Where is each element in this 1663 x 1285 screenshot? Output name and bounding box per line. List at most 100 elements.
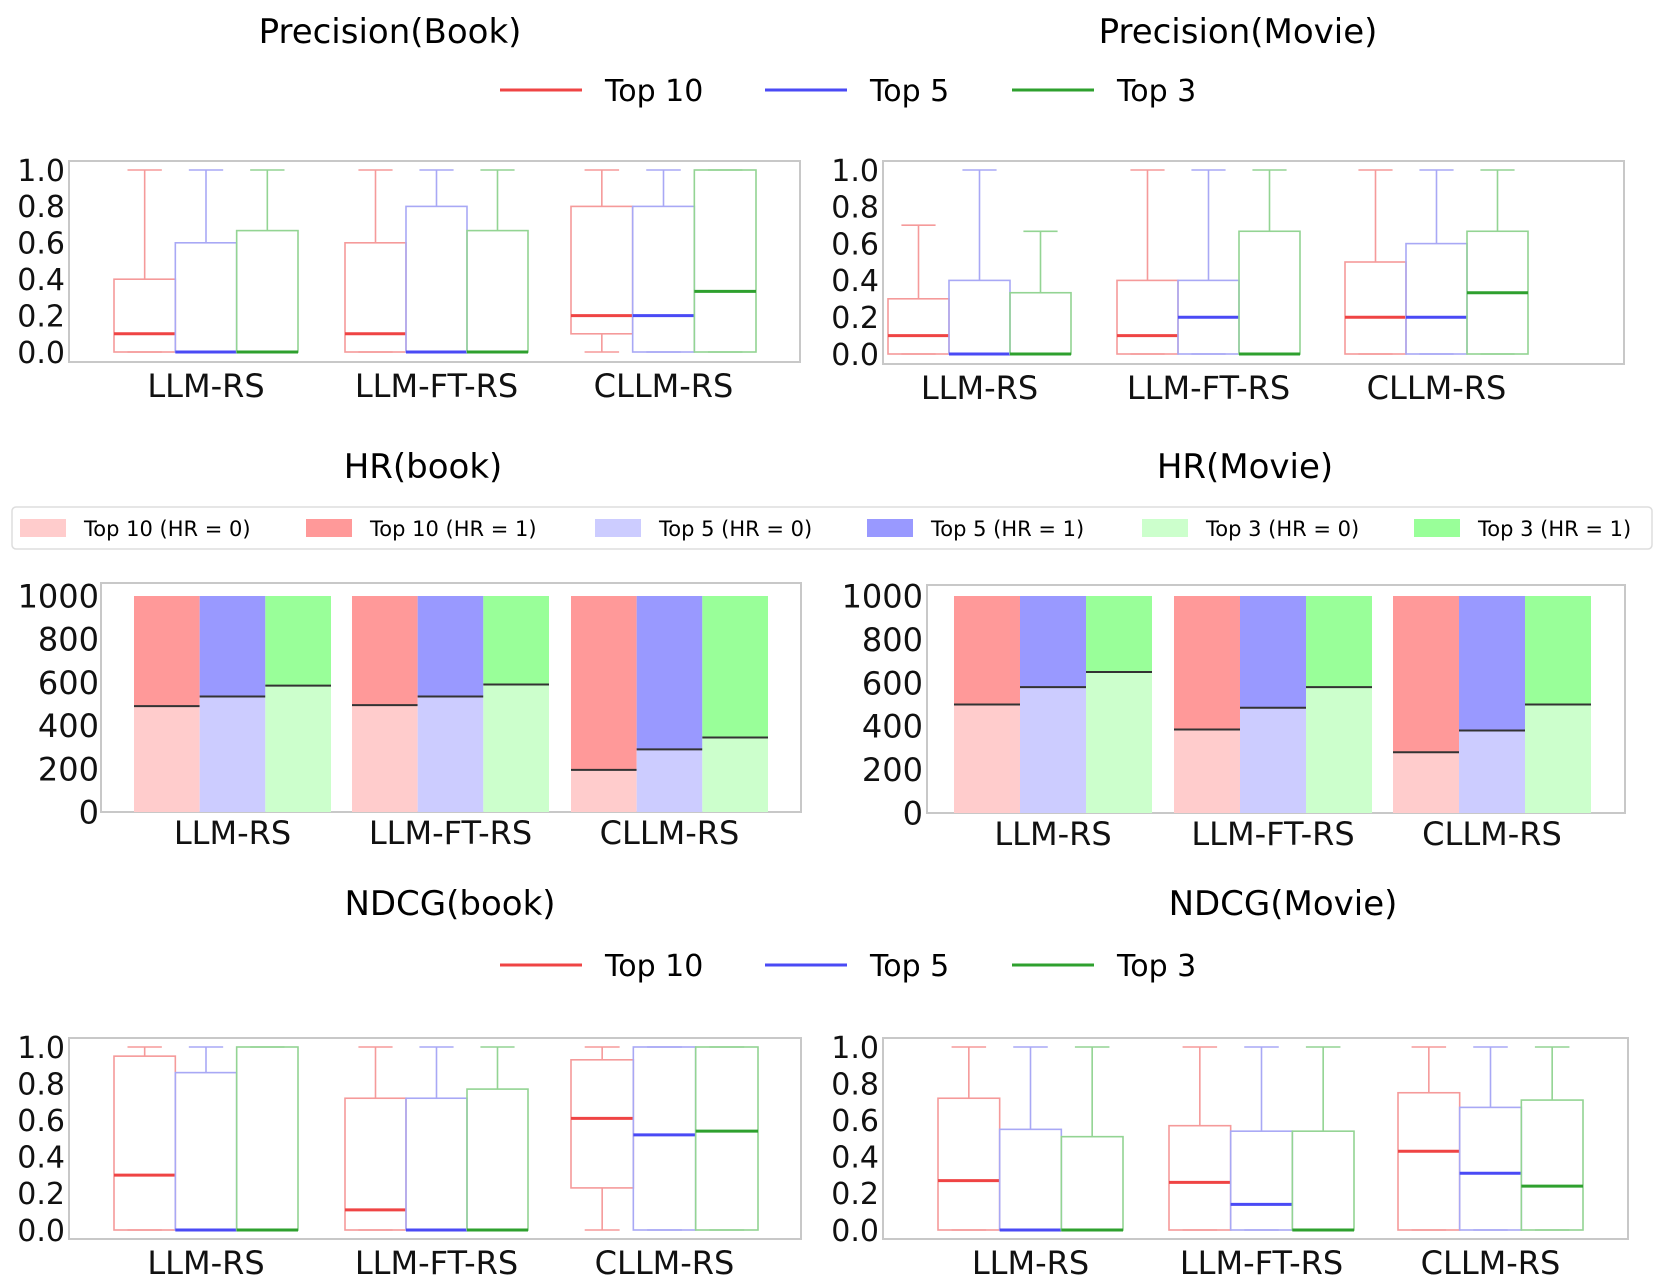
box-top5 — [1229, 1130, 1294, 1231]
box-top3 — [235, 1046, 299, 1231]
box-top10 — [344, 242, 407, 353]
legend-label-top10: Top 10 — [604, 74, 703, 109]
box-top10 — [887, 297, 950, 355]
bar-top5-hr1 — [1459, 596, 1525, 731]
y-tick-label: 0 — [903, 795, 923, 833]
box-top3 — [1291, 1130, 1355, 1231]
y-tick-label: 200 — [862, 751, 923, 789]
bar-top10-hr1 — [352, 596, 418, 706]
y-tick-label: 0.0 — [17, 1214, 65, 1249]
box-top10 — [1116, 279, 1179, 355]
box-top3 — [1060, 1135, 1124, 1231]
legend-swatch-top10-hr0 — [20, 519, 66, 537]
box-top3 — [235, 229, 299, 353]
bar-top5-hr0 — [636, 749, 703, 812]
legend-label-top5-hr1: Top 5 (HR = 1) — [930, 517, 1084, 541]
legend-label-top5: Top 5 — [869, 949, 949, 984]
x-tick-label: LLM-RS — [147, 1244, 264, 1282]
legend-precision: Top 10 Top 5 Top 3 — [500, 74, 1196, 109]
box-top5 — [405, 205, 468, 353]
legend-label-top10-hr1: Top 10 (HR = 1) — [369, 517, 537, 541]
title-precision-movie: Precision(Movie) — [1099, 12, 1378, 52]
bar-top5-hr0 — [1240, 707, 1306, 813]
y-tick-label: 0.0 — [831, 1214, 879, 1249]
y-tick-label: 0.4 — [831, 264, 879, 299]
bar-top10-hr0 — [571, 769, 637, 812]
y-tick-label: 0.8 — [17, 1067, 65, 1102]
box-top10 — [1344, 261, 1407, 355]
x-tick-label: CLLM-RS — [594, 367, 734, 405]
y-tick-label: 600 — [38, 664, 99, 702]
legend-label-top5-hr0: Top 5 (HR = 0) — [658, 517, 812, 541]
bar-top3-hr1 — [1525, 596, 1591, 705]
legend-hr-frame — [11, 506, 1653, 550]
x-tick-label: LLM-RS — [147, 367, 264, 405]
legend-swatch-top3-hr1 — [1414, 519, 1460, 537]
box-top10 — [113, 278, 177, 353]
box-top5 — [405, 1097, 468, 1231]
bar-top5-hr1 — [1020, 596, 1086, 688]
x-tick-label: LLM-FT-RS — [1127, 369, 1290, 407]
y-tick-label: 0.0 — [17, 336, 65, 371]
box-top3 — [693, 169, 757, 353]
box-top5 — [174, 242, 238, 353]
bar-top5-hr0 — [417, 696, 484, 812]
y-tick-label: 0.6 — [831, 227, 879, 262]
y-tick-label: 0.8 — [831, 1067, 879, 1102]
bar-top10-hr1 — [134, 596, 200, 707]
bar-top5-hr0 — [1020, 687, 1086, 813]
box-top5 — [174, 1071, 238, 1231]
box-top3 — [466, 1088, 529, 1231]
bar-top10-hr0 — [1174, 729, 1240, 813]
y-tick-label: 1.0 — [17, 1031, 65, 1066]
panel-ndcg_book: 0.00.20.40.60.81.0 LLM-RS LLM-FT-RS CLLM-RS — [17, 1031, 802, 1282]
legend-label-top3: Top 3 — [1116, 74, 1196, 109]
box-top3 — [466, 229, 529, 353]
title-precision-book: Precision(Book) — [259, 12, 522, 52]
title-ndcg-movie: NDCG(Movie) — [1169, 884, 1398, 924]
x-tick-label: LLM-RS — [174, 814, 291, 852]
y-tick-label: 0.4 — [17, 263, 65, 298]
bar-top10-hr0 — [954, 704, 1020, 813]
plot-frame — [68, 160, 801, 363]
bar-top10-hr1 — [954, 596, 1020, 705]
bar-top10-hr0 — [1393, 752, 1459, 813]
box-top10 — [570, 1059, 635, 1189]
bar-top10-hr1 — [1174, 596, 1240, 730]
bar-top5-hr0 — [1459, 730, 1525, 813]
bar-top5-hr1 — [636, 596, 703, 750]
y-tick-label: 400 — [38, 707, 99, 745]
bar-top5-hr0 — [199, 696, 266, 812]
y-tick-label: 0 — [79, 794, 99, 832]
y-tick-label: 600 — [862, 664, 923, 702]
legend-swatch-top5-hr1 — [867, 519, 913, 537]
box-top3 — [1520, 1099, 1584, 1231]
x-tick-label: LLM-RS — [972, 1244, 1089, 1282]
plot-frame — [68, 1037, 802, 1240]
x-tick-label: LLM-RS — [994, 815, 1111, 853]
y-tick-label: 0.2 — [831, 301, 879, 336]
x-tick-label: CLLM-RS — [600, 814, 740, 852]
x-tick-label: LLM-FT-RS — [369, 814, 532, 852]
bar-top3-hr1 — [265, 596, 331, 686]
x-tick-label: CLLM-RS — [1367, 369, 1507, 407]
bar-top5-hr1 — [417, 596, 484, 697]
bar-top3-hr1 — [1086, 596, 1152, 672]
plot-frame — [882, 1037, 1629, 1240]
bar-top10-hr0 — [134, 706, 200, 812]
legend-swatch-top5-hr0 — [595, 519, 641, 537]
y-tick-label: 0.4 — [17, 1141, 65, 1176]
x-tick-label: LLM-RS — [921, 369, 1038, 407]
title-hr-book: HR(book) — [344, 447, 503, 487]
title-hr-movie: HR(Movie) — [1157, 447, 1333, 487]
y-tick-label: 0.6 — [17, 227, 65, 262]
bar-top3-hr0 — [265, 685, 331, 812]
bar-top10-hr1 — [1393, 596, 1459, 753]
bar-top3-hr1 — [1306, 596, 1372, 688]
legend-ndcg: Top 10 Top 5 Top 3 — [500, 949, 1196, 984]
bar-top3-hr1 — [483, 596, 549, 685]
y-tick-label: 1.0 — [831, 1031, 879, 1066]
bar-top10-hr1 — [571, 596, 637, 770]
y-tick-label: 0.8 — [17, 190, 65, 225]
